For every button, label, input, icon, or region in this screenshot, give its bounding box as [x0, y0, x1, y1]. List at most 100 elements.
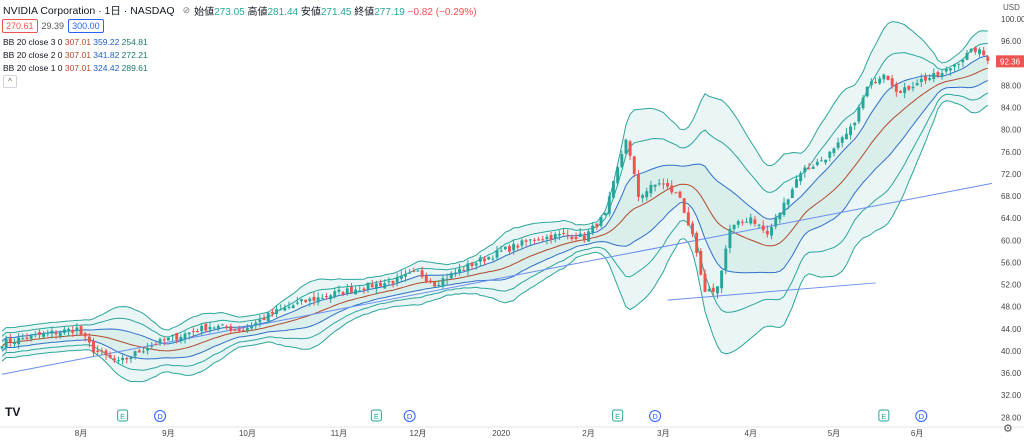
candle — [961, 59, 965, 68]
indicator-legend-bb1[interactable]: BB 20 close 1 0 307.01 324.42 289.61 — [3, 63, 148, 73]
svg-text:D: D — [919, 412, 925, 421]
candle — [96, 345, 100, 356]
candle — [428, 278, 432, 284]
candle — [653, 184, 657, 192]
candle — [237, 325, 241, 334]
sell-price-button[interactable]: 270.61 — [2, 19, 38, 33]
candle — [250, 322, 254, 331]
candle — [557, 230, 561, 241]
y-tick-label: 52.00 — [1001, 281, 1022, 290]
candle — [549, 232, 553, 244]
candle — [616, 165, 620, 187]
candle — [341, 290, 345, 297]
last-price-label: 92.36 — [1000, 57, 1021, 66]
symbol-title[interactable]: NVIDIA Corporation · 1日 · NASDAQ — [3, 5, 175, 17]
candle — [408, 268, 412, 274]
candle — [50, 326, 54, 339]
x-tick-label: 11月 — [331, 429, 347, 438]
gear-icon[interactable]: ⚙ — [1003, 423, 1013, 435]
candle — [87, 333, 91, 348]
currency-label[interactable]: USD — [1003, 3, 1020, 12]
candle — [591, 222, 595, 236]
dividend-marker[interactable]: D — [915, 410, 928, 422]
candle — [928, 74, 932, 82]
candle — [433, 281, 437, 287]
candle — [491, 255, 495, 261]
candle — [765, 225, 769, 238]
candle — [803, 164, 807, 178]
candle — [275, 305, 278, 318]
candle — [262, 314, 266, 321]
candle — [861, 95, 865, 111]
candle — [940, 69, 944, 80]
candle — [158, 337, 162, 347]
earnings-marker[interactable]: E — [878, 409, 890, 422]
candle — [58, 330, 62, 339]
candle — [886, 75, 890, 81]
candle — [333, 288, 337, 299]
bb-lower-1 — [1, 80, 989, 360]
candle — [728, 224, 732, 254]
candle — [516, 243, 520, 252]
eye-off-icon[interactable]: ⊘ — [182, 5, 191, 15]
candle — [512, 240, 516, 255]
candle — [208, 322, 212, 334]
candle — [899, 90, 902, 94]
candle — [229, 323, 233, 333]
earnings-marker[interactable]: E — [612, 409, 624, 422]
candle — [179, 334, 183, 344]
y-tick-label: 68.00 — [1001, 192, 1022, 201]
candle — [932, 68, 936, 83]
earnings-marker[interactable]: E — [117, 409, 129, 422]
candle — [969, 48, 973, 53]
y-tick-label: 88.00 — [1001, 81, 1022, 90]
candle — [923, 72, 927, 85]
candle — [196, 328, 199, 333]
y-tick-label: 60.00 — [1001, 236, 1022, 245]
candle — [395, 273, 399, 287]
earnings-marker[interactable]: E — [370, 409, 382, 422]
candle — [720, 269, 724, 294]
candle — [641, 193, 645, 203]
candle — [133, 350, 137, 360]
candle — [125, 356, 129, 364]
candle — [412, 267, 416, 273]
bb-upper-3 — [1, 21, 988, 332]
dividend-marker[interactable]: D — [154, 410, 167, 422]
candle — [537, 236, 541, 241]
candle — [370, 280, 374, 288]
buy-price-button[interactable]: 300.00 — [68, 19, 104, 33]
candle — [13, 338, 16, 348]
collapse-legend-button[interactable]: ^ — [3, 75, 17, 88]
spread-value: 29.39 — [41, 21, 65, 31]
candle — [216, 324, 220, 332]
candle — [682, 198, 686, 214]
candle — [786, 198, 790, 210]
y-tick-label: 48.00 — [1001, 303, 1022, 312]
candle — [283, 304, 287, 312]
candle — [645, 187, 649, 201]
candle — [919, 73, 923, 87]
candle — [944, 66, 948, 74]
y-tick-label: 28.00 — [1001, 413, 1022, 422]
candle — [320, 293, 324, 299]
candle — [703, 269, 707, 292]
candle — [711, 283, 715, 296]
candle — [445, 273, 449, 286]
dividend-marker[interactable]: D — [649, 410, 662, 422]
candle — [965, 49, 969, 61]
candle — [25, 333, 29, 341]
candle — [982, 46, 986, 56]
y-tick-label: 40.00 — [1001, 347, 1022, 356]
indicator-legend-bb2[interactable]: BB 20 close 2 0 307.01 341.82 272.21 — [3, 50, 148, 60]
candle — [46, 329, 50, 337]
indicator-legend-bb3[interactable]: BB 20 close 3 0 307.01 359.22 254.81 — [3, 37, 148, 47]
candle — [453, 268, 457, 277]
tradingview-logo[interactable]: TV — [5, 405, 21, 419]
candle — [978, 47, 981, 57]
candle — [636, 169, 640, 202]
candle — [807, 162, 811, 170]
candle — [857, 104, 861, 125]
dividend-marker[interactable]: D — [403, 410, 416, 422]
